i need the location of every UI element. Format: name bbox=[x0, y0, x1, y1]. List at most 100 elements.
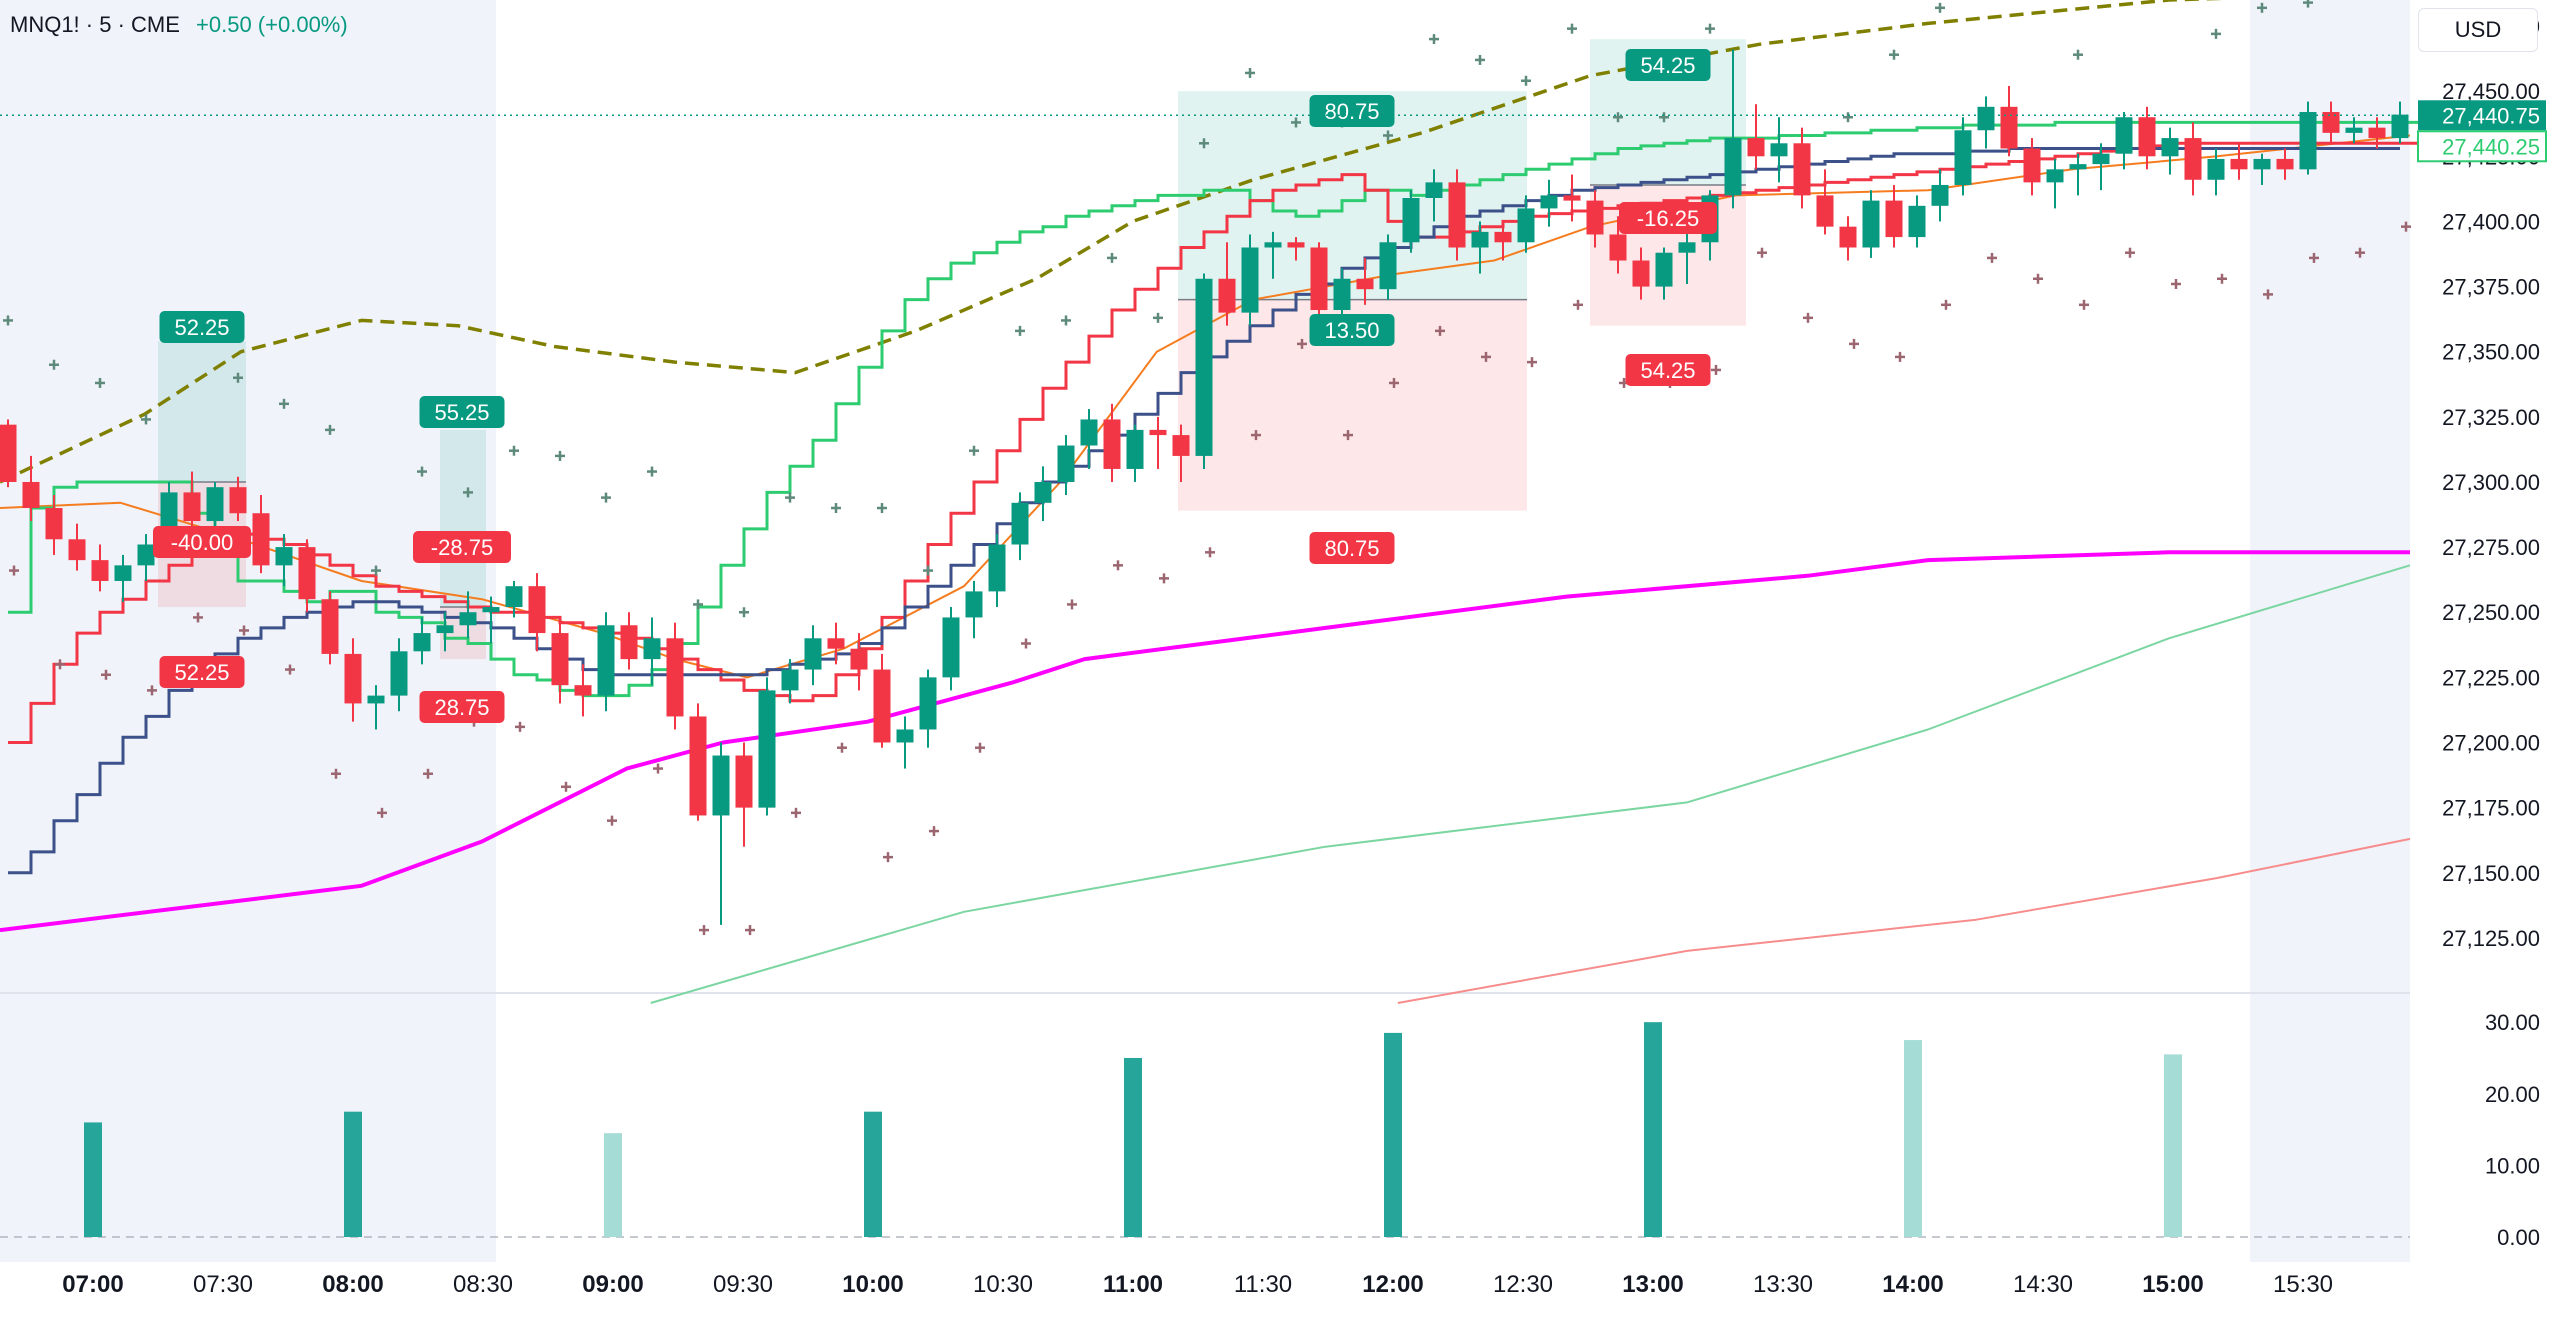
candle bbox=[1931, 169, 1949, 222]
position-target-label: 52.25 bbox=[159, 311, 245, 343]
time-tick-label: 08:30 bbox=[453, 1271, 513, 1298]
candle bbox=[1770, 117, 1788, 183]
cross-marker bbox=[2171, 278, 2181, 289]
candle bbox=[275, 534, 293, 587]
time-tick-label: 11:00 bbox=[1103, 1271, 1163, 1298]
candle bbox=[1586, 190, 1604, 248]
candle bbox=[1287, 237, 1305, 261]
cross-marker bbox=[831, 503, 841, 514]
candle bbox=[2092, 143, 2110, 191]
candle-body bbox=[1563, 195, 1581, 201]
volume-bar bbox=[344, 1111, 362, 1237]
cross-marker bbox=[377, 807, 387, 818]
candle-body bbox=[298, 547, 316, 600]
position-stop-label-text: -28.75 bbox=[431, 535, 493, 560]
candle bbox=[574, 664, 592, 717]
candle bbox=[1264, 231, 1282, 279]
candle bbox=[482, 596, 500, 644]
candle-body bbox=[551, 633, 569, 686]
cross-marker bbox=[1987, 252, 1997, 263]
candle bbox=[919, 669, 937, 748]
candle-body bbox=[965, 591, 983, 618]
candle-body bbox=[1931, 184, 1949, 206]
cross-marker bbox=[55, 659, 65, 670]
cross-marker bbox=[1757, 247, 1767, 258]
candle-body bbox=[1172, 435, 1190, 456]
candle-body bbox=[2322, 112, 2340, 133]
candle bbox=[2207, 148, 2225, 196]
candle bbox=[1218, 242, 1236, 326]
price-tick-label: 27,225.00 bbox=[2442, 665, 2540, 690]
candle-body bbox=[597, 625, 615, 696]
cross-marker bbox=[1895, 351, 1905, 362]
candle-body bbox=[183, 492, 201, 522]
candle-body bbox=[275, 547, 293, 566]
candle bbox=[2161, 127, 2179, 175]
cross-marker bbox=[279, 398, 289, 409]
cross-marker bbox=[555, 450, 565, 461]
candle bbox=[2046, 158, 2064, 209]
candle-body bbox=[1011, 502, 1029, 545]
time-tick-label: 11:30 bbox=[1234, 1271, 1292, 1298]
cross-marker bbox=[1061, 315, 1071, 326]
candle-body bbox=[1977, 106, 1995, 131]
candle-body bbox=[2276, 158, 2294, 170]
candle bbox=[1448, 169, 1466, 261]
candle bbox=[45, 495, 63, 555]
position-stop-label-text: -16.25 bbox=[1637, 206, 1699, 231]
candle-body bbox=[758, 690, 776, 808]
cross-marker bbox=[1383, 130, 1393, 141]
candle bbox=[2299, 101, 2317, 175]
candle-body bbox=[1425, 182, 1443, 198]
candle bbox=[1885, 184, 1903, 248]
candle bbox=[2345, 117, 2363, 144]
cross-marker bbox=[515, 721, 525, 732]
cross-marker bbox=[1435, 325, 1445, 336]
candle-body bbox=[781, 669, 799, 691]
cross-marker bbox=[1205, 547, 1215, 558]
candle-body bbox=[735, 755, 753, 808]
cross-marker bbox=[2211, 28, 2221, 39]
ma-red-line bbox=[1397, 837, 2411, 1004]
candle-body bbox=[919, 677, 937, 730]
cross-marker bbox=[1849, 338, 1859, 349]
cross-marker bbox=[3, 315, 13, 326]
price-tick-label: 27,275.00 bbox=[2442, 535, 2540, 560]
candle bbox=[2138, 106, 2156, 170]
candle bbox=[229, 476, 247, 522]
volume-bar bbox=[1904, 1040, 1922, 1237]
cross-marker bbox=[923, 565, 933, 576]
price-tick-label: 27,300.00 bbox=[2442, 470, 2540, 495]
time-tick-label: 08:00 bbox=[322, 1271, 383, 1298]
candle-body bbox=[482, 607, 500, 613]
candle-body bbox=[1678, 242, 1696, 253]
candle-body bbox=[1517, 208, 1535, 243]
cross-marker bbox=[601, 492, 611, 503]
secondary-price-tag: 27,440.25 bbox=[2417, 130, 2547, 163]
candle bbox=[344, 638, 362, 722]
currency-button[interactable]: USD bbox=[2418, 8, 2538, 52]
time-tick-label: 07:00 bbox=[62, 1271, 123, 1298]
candle-body bbox=[45, 508, 63, 540]
volume-tick-label: 10.00 bbox=[2485, 1153, 2540, 1178]
band-line bbox=[0, 0, 2224, 484]
cross-marker bbox=[2263, 289, 2273, 300]
position-stop-label-text: -40.00 bbox=[171, 530, 233, 555]
cross-marker bbox=[1429, 34, 1439, 45]
candle-body bbox=[252, 513, 270, 566]
candle bbox=[2115, 112, 2133, 170]
candle-body bbox=[1333, 278, 1351, 311]
candle bbox=[321, 591, 339, 665]
candle-body bbox=[574, 685, 592, 696]
cross-marker bbox=[975, 742, 985, 753]
candle-body bbox=[850, 648, 868, 670]
volume-bar bbox=[2164, 1054, 2182, 1237]
candle bbox=[735, 742, 753, 847]
cross-marker bbox=[883, 852, 893, 863]
cross-marker bbox=[2073, 49, 2083, 60]
cross-marker bbox=[1475, 54, 1485, 65]
candle-body bbox=[2115, 117, 2133, 154]
time-tick-label: 15:30 bbox=[2273, 1271, 2333, 1298]
